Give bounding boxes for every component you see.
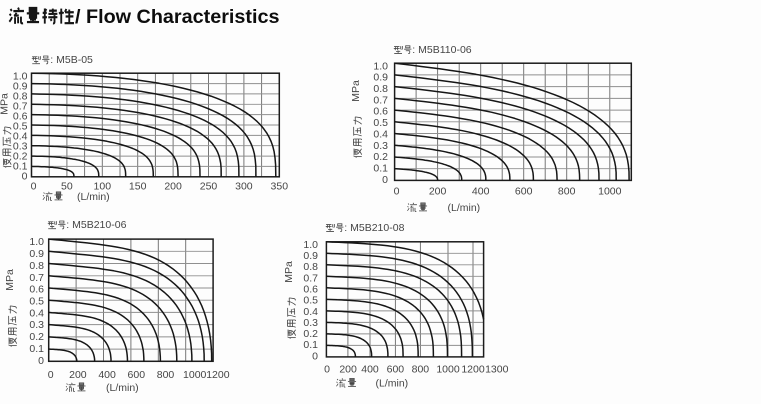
svg-text:1.0: 1.0 bbox=[29, 236, 44, 248]
svg-text:150: 150 bbox=[129, 181, 147, 193]
svg-text:1000: 1000 bbox=[436, 363, 460, 375]
svg-text:0: 0 bbox=[31, 181, 37, 193]
svg-text:/ Flow Characteristics: / Flow Characteristics bbox=[75, 6, 279, 28]
svg-text:0: 0 bbox=[38, 355, 44, 367]
svg-text:0: 0 bbox=[394, 186, 400, 198]
svg-text:1.0: 1.0 bbox=[303, 239, 318, 251]
svg-text:0.6: 0.6 bbox=[29, 284, 44, 296]
svg-text:400: 400 bbox=[361, 363, 379, 375]
svg-text:0.9: 0.9 bbox=[29, 248, 44, 260]
svg-text:0.8: 0.8 bbox=[303, 261, 318, 273]
svg-text:(L/min): (L/min) bbox=[106, 382, 139, 394]
svg-text:800: 800 bbox=[157, 369, 175, 381]
svg-text:0.3: 0.3 bbox=[303, 317, 318, 329]
svg-text:1300: 1300 bbox=[485, 363, 509, 375]
svg-text:0.4: 0.4 bbox=[29, 307, 44, 319]
svg-text:0.4: 0.4 bbox=[13, 130, 28, 142]
svg-text:0.2: 0.2 bbox=[13, 150, 28, 162]
svg-text:400: 400 bbox=[472, 186, 490, 198]
svg-text:0.8: 0.8 bbox=[29, 260, 44, 272]
svg-text:0.1: 0.1 bbox=[29, 343, 44, 355]
svg-text:0.7: 0.7 bbox=[13, 100, 28, 112]
svg-text:0.1: 0.1 bbox=[373, 163, 388, 175]
svg-text:400: 400 bbox=[98, 369, 116, 381]
svg-text:0: 0 bbox=[48, 369, 54, 381]
svg-text:200: 200 bbox=[164, 181, 182, 193]
svg-text:0.5: 0.5 bbox=[303, 295, 318, 307]
svg-text:200: 200 bbox=[69, 369, 87, 381]
svg-text:200: 200 bbox=[429, 186, 447, 198]
svg-text:0.1: 0.1 bbox=[303, 339, 318, 351]
svg-text:0.4: 0.4 bbox=[303, 306, 318, 318]
svg-text:0.7: 0.7 bbox=[29, 272, 44, 284]
svg-text:0.2: 0.2 bbox=[303, 328, 318, 340]
svg-text:200: 200 bbox=[339, 363, 357, 375]
svg-text:0.4: 0.4 bbox=[373, 129, 388, 141]
svg-text:: M5B210-08: : M5B210-08 bbox=[344, 222, 404, 234]
svg-text:100: 100 bbox=[94, 181, 112, 193]
svg-text:50: 50 bbox=[61, 181, 73, 193]
svg-text:800: 800 bbox=[412, 363, 430, 375]
svg-text:0.8: 0.8 bbox=[373, 83, 388, 95]
svg-text:(L/min): (L/min) bbox=[77, 191, 110, 203]
svg-text:0.3: 0.3 bbox=[373, 140, 388, 152]
svg-text:0.5: 0.5 bbox=[373, 117, 388, 129]
svg-text:600: 600 bbox=[515, 186, 533, 198]
svg-text:600: 600 bbox=[128, 369, 146, 381]
svg-text:800: 800 bbox=[558, 186, 576, 198]
svg-text:0.2: 0.2 bbox=[29, 331, 44, 343]
svg-text:MPa: MPa bbox=[283, 261, 295, 283]
svg-text:1200: 1200 bbox=[206, 369, 230, 381]
svg-text:600: 600 bbox=[387, 363, 405, 375]
svg-text:MPa: MPa bbox=[4, 269, 16, 291]
svg-text:0.9: 0.9 bbox=[13, 80, 28, 92]
svg-text:: M5B-05: : M5B-05 bbox=[50, 54, 93, 66]
svg-text:: M5B210-06: : M5B210-06 bbox=[66, 219, 126, 231]
svg-text:0.5: 0.5 bbox=[29, 296, 44, 308]
svg-text:0.9: 0.9 bbox=[373, 72, 388, 84]
svg-text:0: 0 bbox=[22, 170, 28, 182]
svg-text:1000: 1000 bbox=[183, 369, 207, 381]
svg-text:1.0: 1.0 bbox=[373, 60, 388, 72]
svg-text:: M5B110-06: : M5B110-06 bbox=[412, 44, 471, 56]
svg-text:0.6: 0.6 bbox=[303, 284, 318, 296]
svg-text:0.3: 0.3 bbox=[29, 319, 44, 331]
svg-text:0: 0 bbox=[312, 350, 318, 362]
svg-text:0.9: 0.9 bbox=[303, 250, 318, 262]
svg-text:1000: 1000 bbox=[598, 186, 622, 198]
svg-text:350: 350 bbox=[271, 181, 289, 193]
svg-text:0.3: 0.3 bbox=[13, 140, 28, 152]
svg-text:MPa: MPa bbox=[0, 93, 11, 115]
svg-text:(L/min): (L/min) bbox=[376, 378, 409, 390]
svg-text:300: 300 bbox=[235, 181, 253, 193]
svg-text:0.1: 0.1 bbox=[13, 160, 28, 172]
svg-text:0.5: 0.5 bbox=[13, 120, 28, 132]
svg-text:0.8: 0.8 bbox=[13, 90, 28, 102]
svg-text:0.2: 0.2 bbox=[373, 151, 388, 163]
svg-text:0.6: 0.6 bbox=[373, 106, 388, 118]
svg-text:MPa: MPa bbox=[350, 80, 362, 102]
svg-text:0: 0 bbox=[324, 363, 330, 375]
svg-text:0.7: 0.7 bbox=[373, 94, 388, 106]
svg-text:0.7: 0.7 bbox=[303, 272, 318, 284]
svg-text:1200: 1200 bbox=[461, 363, 485, 375]
svg-text:(L/min): (L/min) bbox=[448, 202, 481, 214]
svg-text:1.0: 1.0 bbox=[13, 70, 28, 82]
svg-text:0.6: 0.6 bbox=[13, 110, 28, 122]
svg-text:0: 0 bbox=[382, 174, 388, 186]
svg-text:250: 250 bbox=[200, 181, 218, 193]
